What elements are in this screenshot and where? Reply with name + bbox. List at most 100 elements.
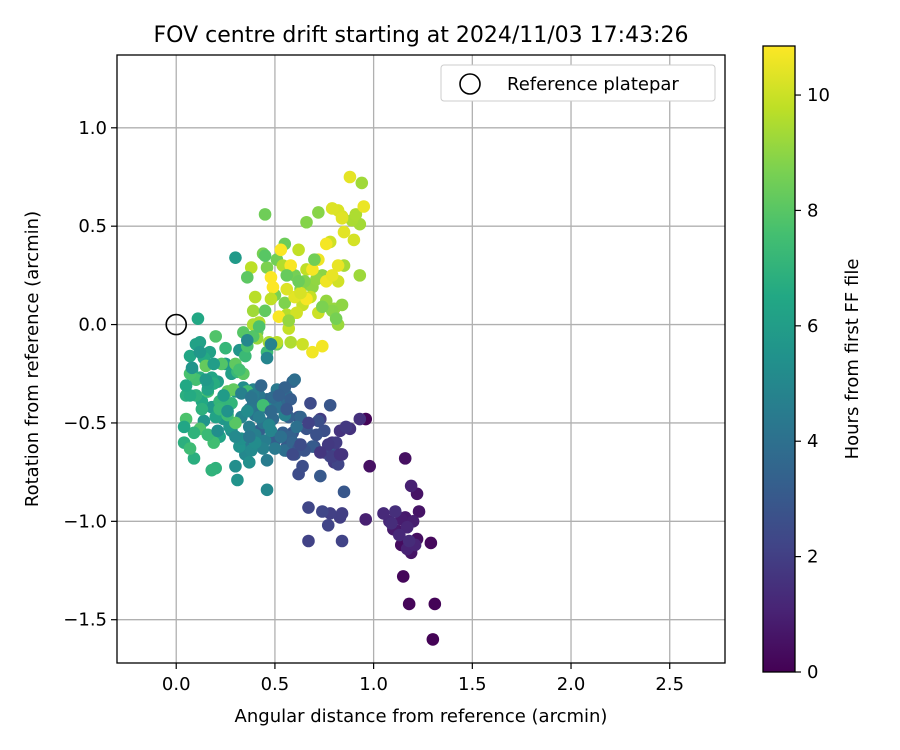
colorbar-tick-label: 8 bbox=[807, 200, 818, 221]
scatter-point bbox=[264, 292, 278, 306]
scatter-point bbox=[244, 391, 258, 404]
scatter-point bbox=[187, 426, 201, 440]
scatter-point bbox=[337, 485, 351, 499]
grid-lines bbox=[117, 55, 725, 663]
y-tick-label: −1.0 bbox=[63, 511, 107, 532]
scatter-point bbox=[264, 404, 278, 418]
scatter-point bbox=[424, 536, 438, 550]
scatter-point bbox=[398, 452, 412, 465]
scatter-point bbox=[239, 349, 252, 363]
scatter-point bbox=[294, 286, 307, 300]
x-axis-ticks: 0.0 0.5 1.0 1.5 2.0 2.5 bbox=[162, 663, 684, 695]
colorbar-tick-label: 6 bbox=[807, 316, 818, 337]
chart-title: FOV centre drift starting at 2024/11/03 … bbox=[154, 23, 689, 48]
scatter-point bbox=[292, 274, 305, 288]
scatter-point bbox=[288, 373, 301, 386]
scatter-point bbox=[280, 402, 294, 416]
legend-box bbox=[440, 64, 716, 102]
scatter-point bbox=[314, 469, 327, 483]
scatter-point bbox=[185, 361, 199, 375]
scatter-point bbox=[290, 420, 303, 434]
scatter-point bbox=[306, 263, 319, 276]
scatter-point bbox=[389, 505, 402, 518]
scatter-point bbox=[392, 528, 406, 542]
scatter-point bbox=[262, 418, 276, 432]
scatter-point bbox=[280, 282, 294, 296]
x-tick-label: 2.5 bbox=[655, 674, 684, 695]
colorbar-tick-label: 2 bbox=[807, 547, 818, 568]
x-tick-label: 2.0 bbox=[557, 674, 586, 695]
colorbar-label: Hours from first FF file bbox=[842, 259, 863, 460]
plot-frame bbox=[116, 54, 726, 664]
scatter-point bbox=[296, 337, 309, 351]
scatter-point bbox=[314, 446, 327, 459]
scatter-point bbox=[274, 430, 288, 444]
scatter-point bbox=[310, 428, 323, 442]
scatter-point bbox=[177, 420, 191, 434]
scatter-point bbox=[335, 298, 349, 312]
scatter-point bbox=[290, 306, 303, 320]
scatter-point bbox=[377, 507, 390, 520]
scatter-point bbox=[272, 310, 286, 323]
data-points bbox=[177, 170, 442, 646]
y-tick-label: 1.0 bbox=[78, 118, 107, 139]
scatter-point bbox=[195, 402, 209, 416]
scatter-point bbox=[302, 501, 315, 514]
x-tick-label: 0.5 bbox=[261, 674, 290, 695]
scatter-point bbox=[400, 520, 414, 534]
scatter-point bbox=[294, 438, 307, 451]
scatter-point bbox=[280, 269, 294, 282]
scatter-point bbox=[396, 570, 410, 583]
scatter-point bbox=[260, 454, 274, 467]
scatter-point bbox=[258, 304, 272, 318]
colorbar-gradient bbox=[762, 45, 796, 673]
scatter-point bbox=[248, 290, 262, 304]
scatter-point bbox=[404, 479, 418, 493]
scatter-point bbox=[304, 396, 317, 410]
y-tick-label: −1.5 bbox=[63, 610, 107, 631]
scatter-point bbox=[179, 379, 193, 392]
scatter-point bbox=[321, 518, 335, 532]
scatter-point bbox=[353, 269, 367, 282]
scatter-point bbox=[264, 337, 278, 351]
scatter-point bbox=[325, 269, 339, 282]
colorbar-ticks: 0 2 4 6 8 10 bbox=[795, 85, 830, 683]
x-tick-label: 0.0 bbox=[162, 674, 191, 695]
scatter-point bbox=[329, 312, 343, 325]
x-axis-label: Angular distance from reference (arcmin) bbox=[235, 706, 608, 727]
scatter-point bbox=[284, 393, 298, 406]
scatter-point bbox=[286, 448, 299, 461]
scatter-point bbox=[312, 206, 325, 219]
scatter-point bbox=[258, 208, 272, 221]
scatter-point bbox=[219, 341, 232, 355]
legend-label: Reference platepar bbox=[507, 74, 679, 95]
scatter-point bbox=[296, 459, 309, 473]
scatter-point bbox=[209, 330, 223, 343]
scatter-point bbox=[412, 505, 426, 518]
scatter-point bbox=[319, 237, 333, 251]
scatter-point bbox=[347, 233, 361, 247]
scatter-point bbox=[337, 225, 351, 239]
scatter-point bbox=[187, 452, 201, 465]
scatter-point bbox=[274, 243, 288, 257]
scatter-point bbox=[252, 410, 266, 424]
scatter-point bbox=[211, 424, 224, 438]
scatter-point bbox=[428, 597, 442, 611]
scatter-point bbox=[333, 448, 347, 461]
scatter-point bbox=[240, 334, 254, 347]
scatter-point bbox=[402, 534, 416, 548]
scatter-point bbox=[363, 459, 376, 473]
scatter-point bbox=[359, 513, 373, 526]
scatter-point bbox=[235, 387, 248, 400]
y-tick-label: 0.0 bbox=[78, 315, 107, 336]
scatter-point bbox=[357, 200, 371, 213]
scatter-point bbox=[221, 404, 234, 418]
scatter-point bbox=[315, 300, 329, 314]
scatter-point bbox=[242, 456, 256, 469]
scatter-point bbox=[205, 463, 219, 477]
scatter-point bbox=[260, 351, 274, 365]
scatter-point bbox=[300, 215, 313, 229]
scatter-point bbox=[353, 412, 367, 426]
scatter-point bbox=[231, 473, 244, 487]
